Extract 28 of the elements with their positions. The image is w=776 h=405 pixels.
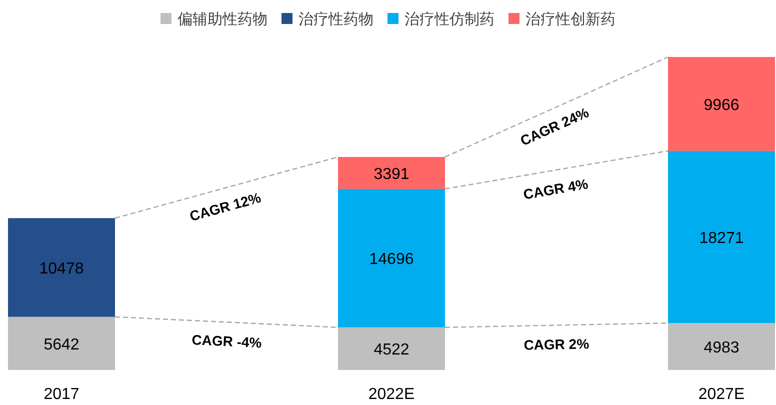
legend-label: 治疗性药物 <box>298 11 374 28</box>
annotation: CAGR -4% <box>191 331 263 351</box>
data-label: 14696 <box>369 251 414 268</box>
x-tick-label: 2017 <box>44 386 80 403</box>
data-label: 5642 <box>44 336 80 354</box>
legend-label: 治疗性仿制药 <box>404 11 494 28</box>
bar <box>8 218 115 317</box>
bar <box>668 150 775 324</box>
legend-label: 偏辅助性药物 <box>178 11 268 28</box>
bar <box>668 57 775 151</box>
bar <box>338 156 445 189</box>
data-label: 4983 <box>704 340 740 357</box>
data-label: 18271 <box>699 230 744 247</box>
bar <box>338 327 445 370</box>
annotation: CAGR 2% <box>524 336 590 353</box>
data-label: 10478 <box>39 260 84 278</box>
bar <box>8 316 115 370</box>
bar <box>338 188 445 328</box>
data-label: 9966 <box>704 96 740 114</box>
legend-label: 治疗性创新药 <box>526 11 616 28</box>
data-label: 4522 <box>374 342 410 359</box>
annotation: CAGR 4% <box>522 176 590 202</box>
annotation: CAGR 24% <box>518 104 592 149</box>
annotation: CAGR 12% <box>188 189 264 224</box>
data-label: 3391 <box>374 166 410 183</box>
bar <box>668 323 775 370</box>
x-tick-label: 2022E <box>368 386 415 403</box>
x-tick-label: 2027E <box>698 386 745 403</box>
